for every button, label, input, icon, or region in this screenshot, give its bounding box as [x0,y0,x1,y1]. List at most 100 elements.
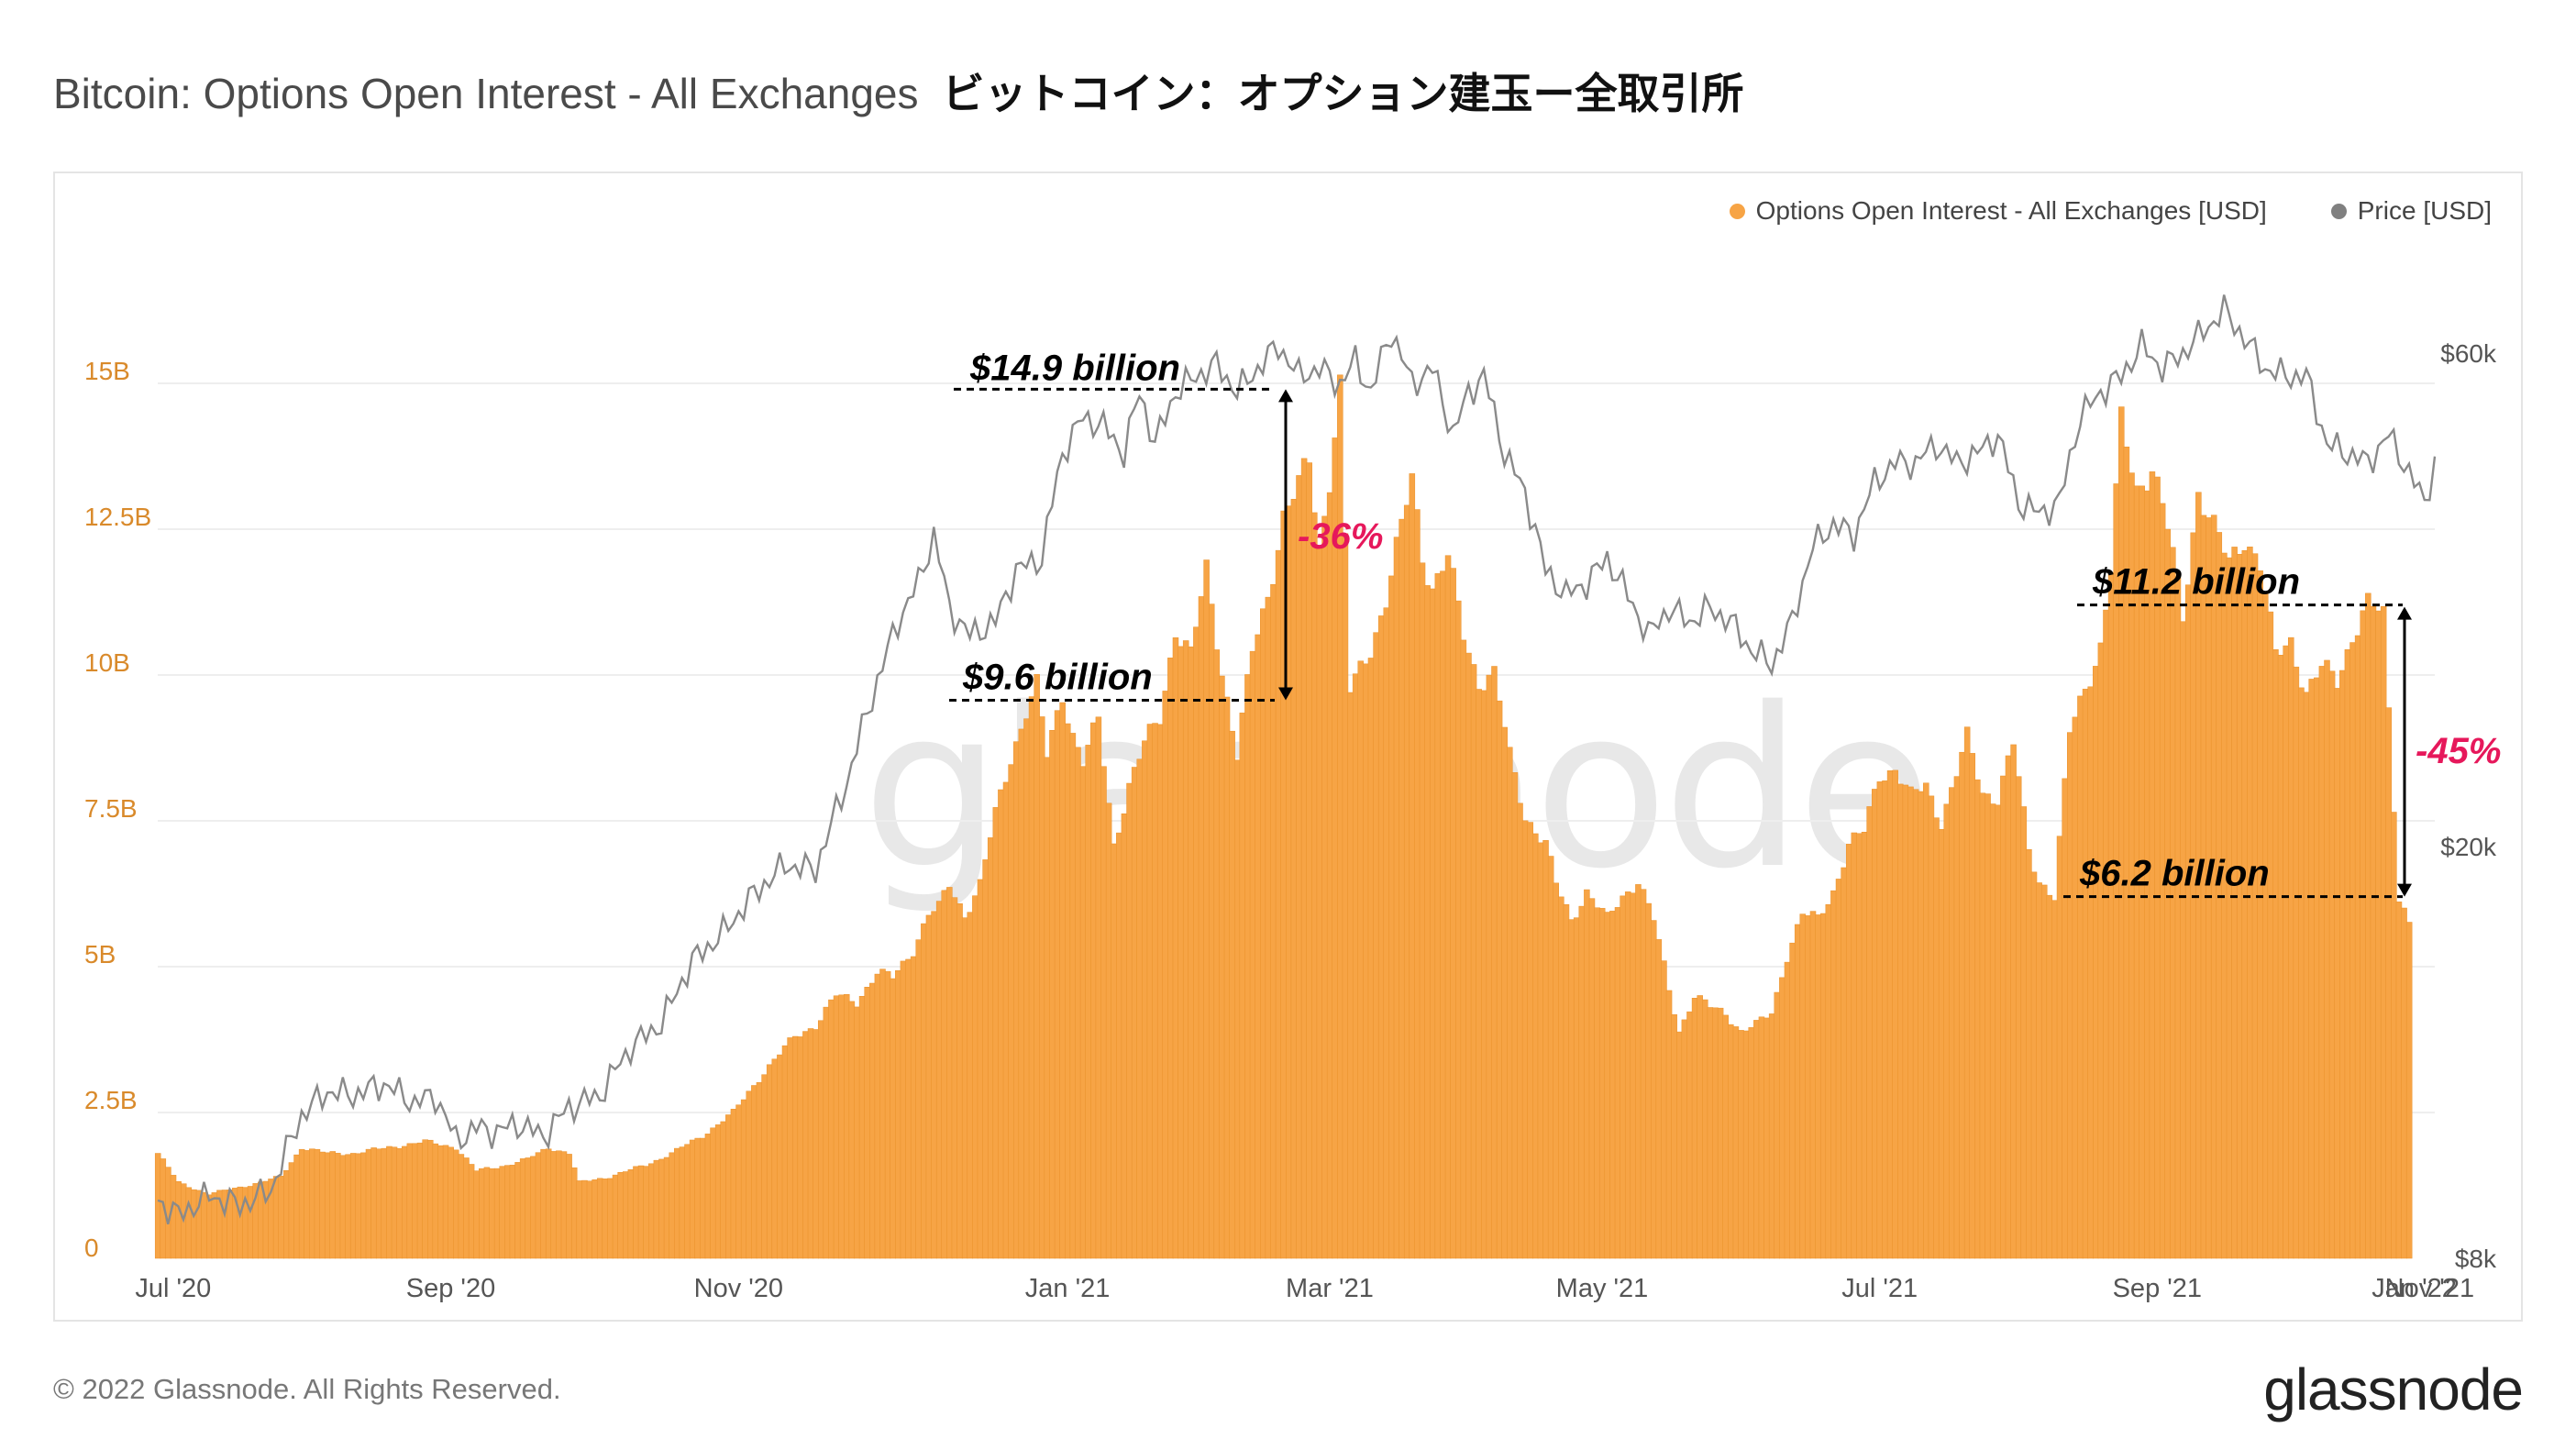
oi-bar [1002,781,1010,1259]
oi-bar [1933,817,1940,1259]
annotation-arrow-2-head-bottom [2397,883,2412,897]
x-axis-tick-label: Jan '22 [2371,1274,2457,1303]
left-axis-tick-label: 15B [84,357,130,385]
oi-bar [643,1166,649,1259]
oi-bar [530,1156,536,1259]
oi-bar [319,1151,326,1259]
oi-bar [1799,913,1807,1259]
oi-bar [1732,1026,1740,1259]
oi-bar [1671,1013,1677,1259]
oi-bar [1578,905,1586,1259]
oi-bar [751,1085,757,1259]
oi-bar [1255,634,1261,1259]
legend-item-price[interactable]: Price [USD] [2330,196,2492,226]
price-line [157,294,2437,1224]
chart-title: Bitcoin: Options Open Interest - All Exc… [53,61,1744,121]
oi-bar [1758,1016,1765,1259]
oi-bar [684,1144,691,1259]
oi-bar [1527,822,1533,1259]
oi-bar [416,1142,424,1259]
oi-bar [1640,889,1647,1259]
oi-bar [2344,649,2351,1259]
oi-bar [2056,836,2063,1259]
oi-bar [1892,769,1898,1259]
oi-bar [1722,1014,1729,1259]
oi-bar [345,1154,351,1259]
oi-bar [1156,724,1164,1259]
oi-bar [412,1143,418,1259]
oi-bar [2328,670,2336,1259]
oi-bar [360,1152,367,1259]
oi-bar [977,879,984,1259]
oi-bar [653,1159,660,1259]
chart-frame [53,172,2523,1322]
legend-dot-oi-icon [1729,203,1745,219]
oi-bar [349,1153,357,1259]
oi-bar [170,1175,177,1259]
oi-bar [339,1155,347,1259]
oi-bar [1177,646,1184,1259]
oi-bar [154,1153,161,1259]
annotation-arrow-2-head-top [2397,606,2412,620]
oi-bar [365,1148,372,1259]
oi-bar [1753,1020,1760,1259]
oi-bar [2046,894,2053,1259]
oi-bar [1229,730,1235,1259]
oi-bar [1532,833,1539,1259]
oi-bar [1470,664,1477,1259]
left-axis-tick-label: 10B [84,648,130,677]
oi-bar [992,807,1000,1259]
oi-bar [1388,575,1395,1259]
oi-bar [1995,804,2002,1259]
oi-bar [2051,900,2058,1259]
legend-label-oi: Options Open Interest - All Exchanges [U… [1755,196,2267,225]
oi-bar [2082,689,2089,1259]
oi-bar [730,1109,737,1259]
oi-bar [2010,744,2017,1259]
oi-bar [535,1152,542,1259]
oi-bar [1373,632,1379,1259]
oi-bar [1198,596,1205,1259]
oi-bar [1789,942,1796,1259]
oi-bar [2401,907,2407,1259]
oi-bar [1069,733,1077,1259]
right-axis-tick-label: $20k [2440,833,2497,861]
oi-bar [2395,902,2403,1259]
glassnode-logo: glassnode [2263,1356,2524,1422]
oi-bar [1779,977,1786,1259]
oi-bar [771,1058,779,1259]
oi-bar [884,970,891,1259]
oi-bar [833,995,840,1259]
oi-bar [1188,646,1195,1259]
oi-bar [1748,1027,1754,1259]
oi-bar [1521,820,1529,1259]
oi-bar [525,1157,532,1259]
oi-bar [1537,842,1544,1259]
legend-item-oi[interactable]: Options Open Interest - All Exchanges [U… [1729,196,2267,226]
oi-bar [468,1164,475,1259]
oi-bar [890,978,896,1259]
oi-bar [1507,747,1513,1259]
oi-bar [1774,991,1781,1259]
oi-bar [1377,615,1385,1259]
oi-bar [556,1150,562,1259]
oi-bar [1321,515,1328,1259]
oi-bar [1691,998,1698,1259]
oi-bar [1028,696,1035,1259]
oi-bar [288,1162,295,1259]
oi-bar [1624,891,1631,1259]
oi-bar [1985,793,1991,1259]
oi-bar [304,1150,310,1259]
oi-bar [2405,922,2413,1259]
oi-bar [185,1187,193,1259]
oi-bar [704,1134,712,1259]
annotation-pct-1: -36% [1298,516,1383,557]
oi-bar [2026,848,2032,1259]
oi-bar [714,1124,722,1259]
oi-bar [2298,687,2305,1259]
oi-bar [2303,692,2310,1259]
oi-bar [1367,658,1375,1259]
oi-bar [1486,674,1493,1259]
oi-bar [272,1176,280,1259]
oi-bar [1203,559,1210,1259]
